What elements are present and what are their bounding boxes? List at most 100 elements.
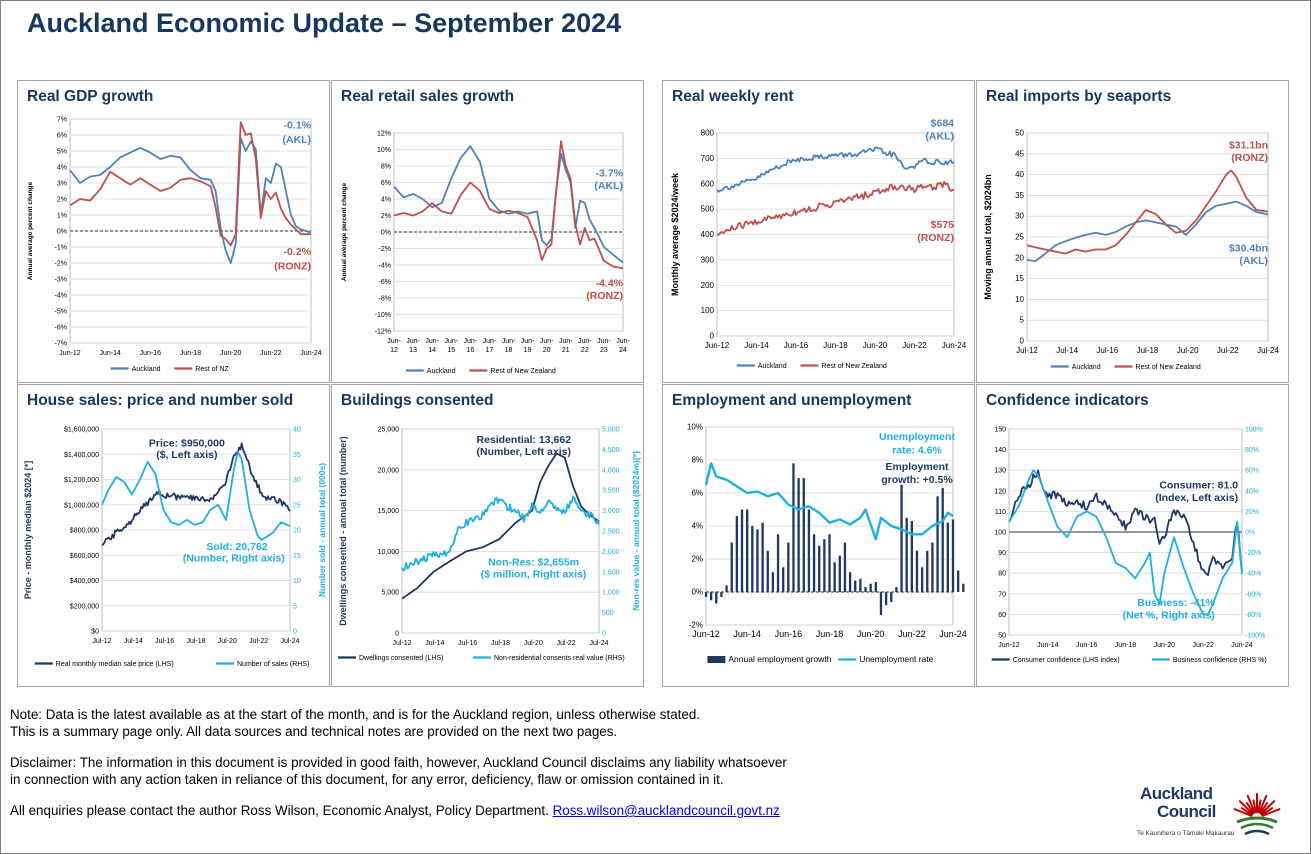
employment-growth-bar: [823, 539, 826, 592]
x-tick-label: Jun-14: [1037, 642, 1059, 649]
house-chart: $1,600,000 $1,400,000 $1,200,000 $1,000,000…: [23, 427, 327, 669]
y-axis-title: Price - monthly median $2024 [*]: [23, 461, 33, 600]
y-tick-label: 10,000: [378, 549, 400, 556]
employment-growth-bar: [962, 583, 965, 592]
series-line: [1008, 469, 1243, 616]
panel-gdp: Real GDP growth 7% 6% 5% 4% 3% 2% 1% 0% -1% -2% -3…: [17, 80, 330, 383]
y2-tick-label: -20%: [1245, 550, 1261, 557]
flower-petal-icon: [1261, 808, 1281, 817]
flower-base-icon: [1244, 829, 1270, 836]
y2-tick-label: -100%: [1245, 633, 1265, 640]
x-tick-label: Jul-12: [1016, 346, 1038, 355]
y-tick-label: 4%: [691, 522, 703, 531]
series-line: [716, 181, 955, 236]
x-tick-label: Jun-: [616, 338, 630, 345]
x-tick-label: Jun-16: [1076, 642, 1098, 649]
employment-growth-bar: [725, 585, 728, 592]
employment-growth-bar: [926, 550, 929, 592]
logo-line2: Council: [1157, 802, 1216, 821]
annotation-label: (Number, Right axis): [183, 553, 285, 565]
flower-petal-icon: [1238, 800, 1254, 815]
series-line: [716, 146, 955, 193]
y2-tick-label: 4,500: [602, 447, 620, 454]
x-tick-label: Jun-20: [863, 341, 888, 350]
legend-label: Non-residential consents real value (RHS…: [494, 655, 625, 662]
y2-tick-label: -80%: [1245, 612, 1261, 619]
x-tick-label: Jul-12: [92, 638, 111, 645]
y-tick-label: -6%: [55, 325, 67, 332]
employment-growth-bar: [905, 517, 908, 592]
employment-growth-bar: [740, 509, 744, 592]
y-tick-label: 10: [1015, 295, 1024, 304]
annotation-label: $575: [931, 219, 955, 231]
annotation-label: growth: +0.5%: [881, 474, 953, 486]
y-tick-label: 5: [1020, 316, 1025, 325]
y-axis-title: Annual average percent change: [341, 182, 348, 281]
employment-growth-bar: [884, 592, 888, 606]
disclaimer-line: in connection with any action taken in r…: [10, 772, 724, 787]
x-tick-label: Jul-24: [1257, 346, 1279, 355]
y-tick-label: 0: [395, 631, 399, 638]
notes: Note: Data is the latest available as at…: [10, 706, 910, 833]
x-tick-label: Jun-18: [816, 629, 844, 639]
gdp-chart: 7% 6% 5% 4% 3% 2% 1% 0% -1% -2% -3% -4% -5% -6% -7% Jun…: [27, 117, 322, 374]
y-tick-label: 4%: [381, 197, 391, 204]
legend-label: Real monthly median sale price (LHS): [56, 661, 174, 668]
y-tick-label: 140: [994, 447, 1006, 454]
x-tick-label: Jun-18: [180, 350, 202, 357]
y2-tick-label: -40%: [1245, 571, 1261, 578]
y-tick-label: 20,000: [378, 467, 400, 474]
x-tick-label: Jun-14: [733, 629, 761, 639]
employment-growth-bar: [704, 592, 708, 597]
x-tick-label: 12: [390, 347, 398, 354]
x-tick-label: Jun-: [502, 338, 516, 345]
y-tick-label: 45: [1015, 149, 1024, 158]
annotation-label: (RONZ): [917, 232, 954, 244]
x-tick-label: Jul-22: [1217, 346, 1239, 355]
x-tick-label: Jun-16: [140, 350, 162, 357]
x-tick-label: Jul-22: [249, 638, 268, 645]
employment-growth-bar: [920, 567, 924, 592]
y-tick-label: -6%: [379, 279, 391, 286]
employment-growth-bar: [910, 521, 913, 592]
annotation-label: ($ million, Right axis): [481, 569, 587, 581]
employment-growth-bar: [843, 542, 847, 592]
employment-growth-bar: [802, 478, 805, 592]
y-tick-label: 50: [1015, 129, 1024, 138]
email-link[interactable]: Ross.wilson@aucklandcouncil.govt.nz: [552, 803, 780, 818]
x-tick-label: Jun-: [578, 338, 592, 345]
x-tick-label: Jun-: [597, 338, 611, 345]
employment-growth-bar: [761, 522, 764, 592]
annotation-label: Business: -41%: [1137, 597, 1215, 609]
y-tick-label: $600,000: [70, 553, 99, 560]
flower-petal-icon: [1252, 799, 1257, 814]
y2-tick-label: 0: [602, 631, 606, 638]
employment-growth-bar: [709, 592, 713, 601]
y-axis-title: Moving annual total, $2024bn: [983, 174, 993, 300]
legend-label: Rest of New Zealand: [1135, 364, 1200, 371]
x-tick-label: Jun-20: [1154, 642, 1176, 649]
employment-growth-bar: [807, 509, 811, 592]
annotation-label: (RONZ): [274, 260, 311, 272]
x-tick-label: Jun-12: [59, 350, 81, 357]
employment-growth-bar: [951, 519, 955, 592]
y-tick-label: 300: [701, 255, 715, 264]
annotation-label: (RONZ): [1231, 152, 1268, 164]
annotation-label: rate: 4.6%: [892, 444, 942, 456]
y-tick-label: 700: [701, 154, 715, 163]
y-tick-label: 50: [998, 633, 1006, 640]
employment-growth-bar: [746, 509, 749, 592]
x-tick-label: 13: [409, 347, 417, 354]
y-tick-label: 60: [998, 612, 1006, 619]
x-tick-label: Jun-: [406, 338, 420, 345]
x-tick-label: Jun-12: [705, 341, 730, 350]
annotation-label: Consumer: 81.0: [1159, 480, 1238, 492]
employment-growth-bar: [900, 484, 903, 592]
y-tick-label: $400,000: [70, 578, 99, 585]
legend-label: Dwellings consented (LHS): [359, 655, 443, 662]
series-line: [401, 452, 600, 600]
legend-label: Rest of NZ: [195, 366, 229, 373]
panel-imports: Real imports by seaports 50 45 40 35 30 25 20 1…: [976, 80, 1289, 383]
y-tick-label: 0%: [691, 588, 703, 597]
employment-growth-bar: [756, 529, 759, 592]
